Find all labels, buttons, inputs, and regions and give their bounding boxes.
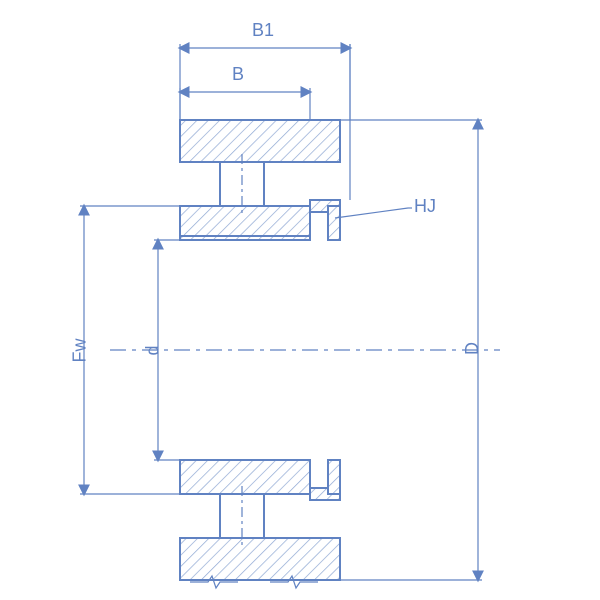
- inner-ring-top: [180, 206, 310, 240]
- label-D: D: [462, 342, 483, 355]
- label-B1: B1: [252, 20, 274, 41]
- hj-ring-bottom-leg: [328, 460, 340, 494]
- label-d: d: [143, 345, 164, 355]
- label-Fw: Fw: [70, 339, 91, 363]
- label-HJ: HJ: [414, 196, 436, 217]
- outer-ring-bottom: [180, 538, 340, 580]
- hj-ring-top-leg: [328, 206, 340, 240]
- inner-ring-bottom: [180, 460, 310, 494]
- label-B: B: [232, 64, 244, 85]
- outer-ring-top: [180, 120, 340, 162]
- inner-ring-top-edge: [180, 236, 310, 240]
